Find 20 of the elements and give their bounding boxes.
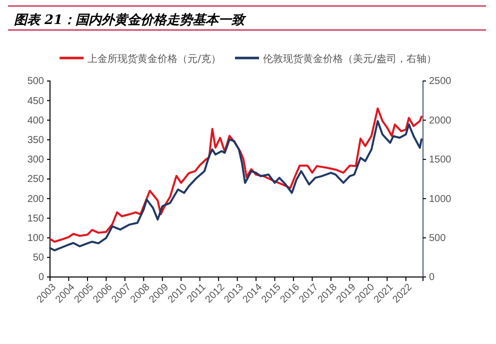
y-tick-label: 350: [27, 135, 44, 146]
y-tick-label: 400: [27, 115, 44, 126]
y-tick-label: 500: [27, 76, 44, 88]
y-tick-label: 0: [38, 272, 44, 284]
legend-label: 上金所现货黄金价格（元/克）: [88, 53, 221, 65]
y-tick-label: 50: [32, 252, 44, 264]
y2-tick-label: 0: [429, 272, 435, 284]
y2-tick-label: 1500: [429, 154, 452, 166]
y-tick-label: 250: [27, 174, 44, 186]
y2-tick-label: 2000: [429, 115, 452, 126]
y-tick-label: 300: [27, 154, 44, 166]
y-tick-label: 100: [27, 233, 44, 244]
y-tick-label: 150: [27, 213, 44, 224]
y2-tick-label: 500: [429, 233, 446, 244]
y2-tick-label: 2500: [429, 76, 452, 88]
chart-title: 图表 21：国内外黄金价格走势基本一致: [14, 12, 247, 28]
y2-tick-label: 1000: [429, 194, 452, 205]
legend-label: 伦敦现货黄金价格（美元/盎司，右轴）: [263, 53, 436, 65]
y-tick-label: 200: [27, 194, 44, 205]
y-tick-label: 450: [27, 96, 44, 107]
